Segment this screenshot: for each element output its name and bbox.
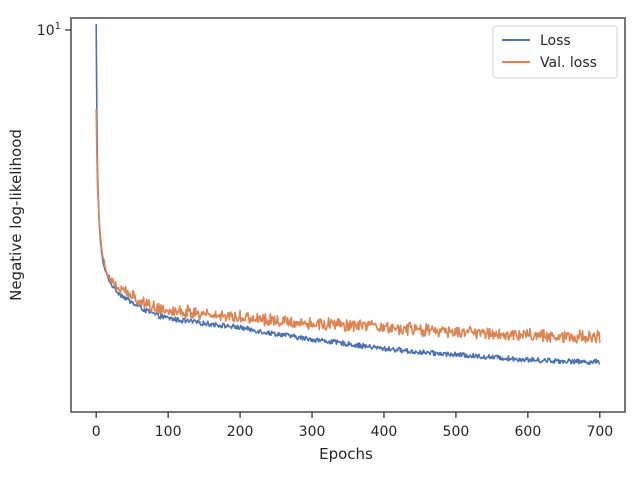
y-axis: 101 <box>37 21 71 39</box>
plot-frame <box>70 17 626 413</box>
plot-lines <box>95 23 601 366</box>
x-tick-label: 200 <box>227 424 254 440</box>
x-axis-label: Epochs <box>319 445 373 463</box>
x-tick-label: 100 <box>155 424 182 440</box>
x-tick-label: 700 <box>586 424 613 440</box>
y-tick-label: 101 <box>37 21 61 39</box>
series-line-1 <box>95 108 601 344</box>
legend-label: Val. loss <box>540 55 597 71</box>
x-tick-label: 400 <box>371 424 398 440</box>
legend: Loss Val. loss <box>492 25 618 79</box>
x-tick-label: 0 <box>92 424 101 440</box>
x-tick-label: 300 <box>299 424 326 440</box>
legend-label: Loss <box>540 33 571 49</box>
x-tick-label: 500 <box>443 424 470 440</box>
x-axis: 0 100 200 300 400 500 600 700 <box>92 412 613 440</box>
x-tick-label: 600 <box>515 424 542 440</box>
series-line-0 <box>95 23 600 366</box>
y-axis-label: Negative log-likelihood <box>7 129 25 301</box>
